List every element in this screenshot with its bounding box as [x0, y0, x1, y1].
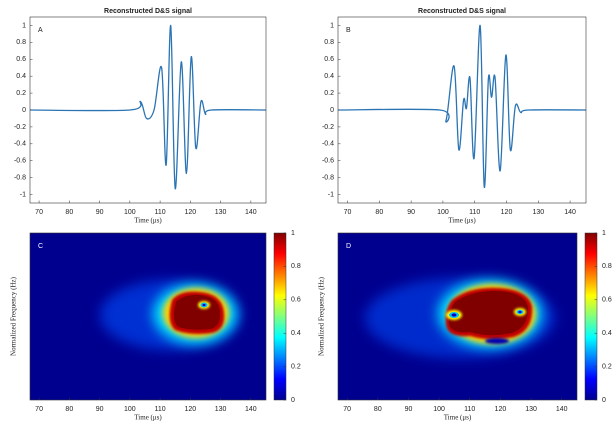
x-tick-label: 90 — [96, 209, 104, 216]
colorbar-tick-label: 0.2 — [602, 363, 612, 370]
colorbar-tick-label: 1 — [291, 230, 295, 237]
y-tick-label: -0.4 — [322, 141, 334, 148]
x-tick-label: 140 — [245, 406, 257, 413]
colorbar-tick-label: 0 — [291, 397, 295, 404]
y-axis-label: Normalized Frequency (Hz) — [10, 276, 18, 356]
colorbar — [273, 232, 287, 401]
panel-label: C — [38, 243, 43, 250]
y-tick-label: -1 — [20, 191, 26, 198]
x-axis-label: Time (μs) — [448, 217, 476, 225]
colorbar-tick-label: 0.8 — [602, 263, 612, 270]
x-tick-label: 80 — [65, 209, 73, 216]
x-tick-label: 100 — [124, 209, 136, 216]
y-tick-label: 0.6 — [16, 56, 26, 63]
colorbar-tick-label: 0.2 — [291, 363, 301, 370]
y-tick-label: -0.4 — [14, 141, 26, 148]
x-tick-label: 110 — [155, 406, 166, 413]
plot-frame — [337, 232, 578, 401]
colorbar-tick-label: 0.4 — [602, 330, 612, 337]
y-tick-label: 0.6 — [324, 56, 334, 63]
y-tick-label: -0.2 — [14, 124, 26, 131]
y-tick-label: 0.8 — [324, 39, 334, 46]
y-tick-label: -0.8 — [14, 174, 26, 181]
plot-frame — [337, 16, 587, 204]
x-tick-label: 100 — [433, 406, 445, 413]
y-tick-label: -0.2 — [322, 124, 334, 131]
x-axis-label: Time (μs) — [444, 414, 472, 422]
y-tick-label: 0.4 — [16, 73, 26, 80]
heatmap-d — [365, 278, 555, 358]
colorbar-tick-label: 0.4 — [291, 330, 301, 337]
x-tick-label: 120 — [495, 406, 507, 413]
colorbar-tick-label: 0.6 — [602, 297, 612, 304]
x-tick-label: 130 — [525, 406, 537, 413]
x-axis-label: Time (μs) — [134, 414, 162, 422]
y-tick-label: 0.4 — [324, 73, 334, 80]
x-tick-label: 110 — [155, 209, 166, 216]
colorbar-tick-label: 1 — [602, 230, 606, 237]
x-tick-label: 70 — [344, 209, 352, 216]
plot-frame — [29, 232, 267, 401]
y-tick-label: -0.6 — [14, 158, 26, 165]
signal-line — [29, 24, 267, 190]
y-tick-label: 0.2 — [16, 90, 26, 97]
x-tick-label: 70 — [343, 406, 351, 413]
x-tick-label: 70 — [35, 209, 43, 216]
x-tick-label: 90 — [407, 209, 415, 216]
x-tick-label: 110 — [469, 209, 480, 216]
x-tick-label: 130 — [532, 209, 544, 216]
x-tick-label: 90 — [96, 406, 104, 413]
y-tick-label: -1 — [328, 191, 334, 198]
x-tick-label: 100 — [437, 209, 449, 216]
y-tick-label: 0 — [330, 107, 334, 114]
x-tick-label: 130 — [215, 406, 227, 413]
x-tick-label: 70 — [35, 406, 43, 413]
panel-label: B — [346, 27, 351, 34]
x-tick-label: 80 — [375, 209, 383, 216]
y-tick-label: -0.6 — [322, 158, 334, 165]
x-tick-label: 100 — [124, 406, 136, 413]
panel-title: Reconstructed D&S signal — [104, 8, 192, 15]
y-tick-label: 0 — [22, 107, 26, 114]
x-axis-label: Time (μs) — [134, 217, 162, 225]
panel-label: D — [346, 243, 351, 250]
x-tick-label: 140 — [245, 209, 257, 216]
y-tick-label: 1 — [330, 22, 334, 29]
y-tick-label: 1 — [22, 22, 26, 29]
x-tick-label: 120 — [501, 209, 513, 216]
panel-label: A — [38, 27, 43, 34]
x-tick-label: 110 — [464, 406, 475, 413]
x-tick-label: 140 — [556, 406, 568, 413]
x-tick-label: 80 — [65, 406, 73, 413]
colorbar — [584, 232, 598, 401]
x-tick-label: 120 — [185, 209, 197, 216]
colorbar-tick-label: 0.8 — [291, 263, 301, 270]
heatmap-c — [100, 280, 240, 350]
signal-line — [337, 24, 587, 188]
plot-frame — [29, 16, 267, 204]
x-tick-label: 140 — [564, 209, 576, 216]
axes: -1 -0.8 -0.6 -0.4 -0.2 0 0.2 0.4 0.6 0.8 1 Reconstr… — [10, 8, 612, 422]
colorbar-tick-label: 0.6 — [291, 297, 301, 304]
x-tick-label: 120 — [185, 406, 197, 413]
y-axis-label: Normalized Frequency (Hz) — [318, 276, 326, 356]
x-tick-label: 130 — [215, 209, 227, 216]
y-tick-label: 0.8 — [16, 39, 26, 46]
colorbar-tick-label: 0 — [602, 397, 606, 404]
y-tick-label: -0.8 — [322, 174, 334, 181]
x-tick-label: 80 — [374, 406, 382, 413]
panel-title: Reconstructed D&S signal — [418, 8, 506, 15]
x-tick-label: 90 — [405, 406, 413, 413]
y-tick-label: 0.2 — [324, 90, 334, 97]
